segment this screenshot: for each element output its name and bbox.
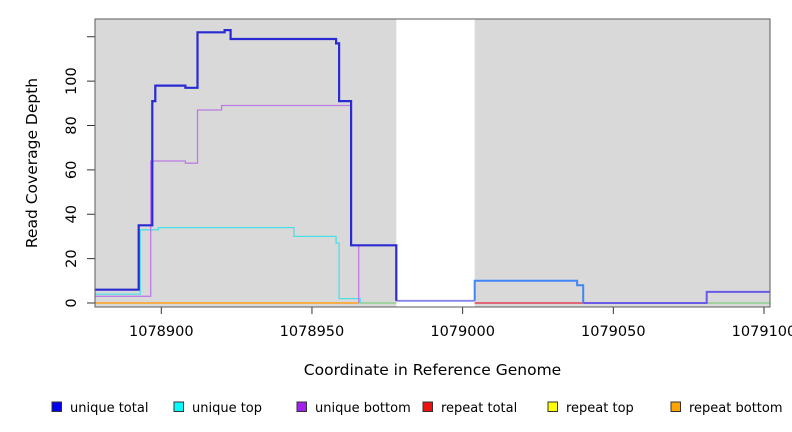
series-unique-total-with-unique-top-overlap-right-of-gap [473, 279, 585, 303]
series-unique-top [95, 226, 361, 303]
y-tick-label: 20 [64, 249, 80, 267]
repeat-bottom-swatch-icon [670, 401, 681, 412]
legend-label: repeat top [566, 401, 634, 416]
legend-label: repeat bottom [689, 401, 783, 416]
y-tick-label: 60 [64, 161, 80, 179]
legend-label: unique top [192, 401, 262, 416]
legend-item-repeat-top: repeat top [547, 401, 634, 416]
gray-band-left [95, 19, 397, 307]
legend-label: unique total [70, 401, 148, 416]
legend-item-unique-top: unique top [173, 401, 262, 416]
unique-top-swatch-icon [173, 401, 184, 412]
y-tick-label: 80 [64, 116, 80, 134]
x-tick-label: 1079000 [430, 324, 495, 340]
legend-item-repeat-bottom: repeat bottom [670, 401, 783, 416]
x-tick-label: 1079050 [581, 324, 646, 340]
x-tick-label: 1078900 [129, 324, 194, 340]
x-axis-title: Coordinate in Reference Genome [303, 361, 562, 379]
y-tick-label: 40 [64, 205, 80, 223]
legend-item-unique-bottom: unique bottom [296, 401, 411, 416]
plot-border [94, 18, 771, 308]
unique-bottom-swatch-icon [296, 401, 307, 412]
legend-item-repeat-total: repeat total [422, 401, 517, 416]
x-tick-label: 1078950 [280, 324, 345, 340]
unique-total-swatch-icon [51, 401, 62, 412]
repeat-total-swatch-icon [422, 401, 433, 412]
repeat-top-swatch-icon [547, 401, 558, 412]
y-tick-label: 0 [64, 298, 80, 307]
series-unique-total-with-unique-bottom-overlap-far-right [583, 290, 770, 304]
y-axis-title: Read Coverage Depth [23, 77, 41, 249]
legend-label: unique bottom [315, 401, 411, 416]
gray-band-right [474, 19, 770, 307]
x-tick-label: 1079100 [732, 324, 792, 340]
series-unique-total [95, 29, 398, 301]
legend-item-unique-total: unique total [51, 401, 148, 416]
legend-label: repeat total [441, 401, 517, 416]
y-tick-label: 100 [64, 67, 80, 95]
